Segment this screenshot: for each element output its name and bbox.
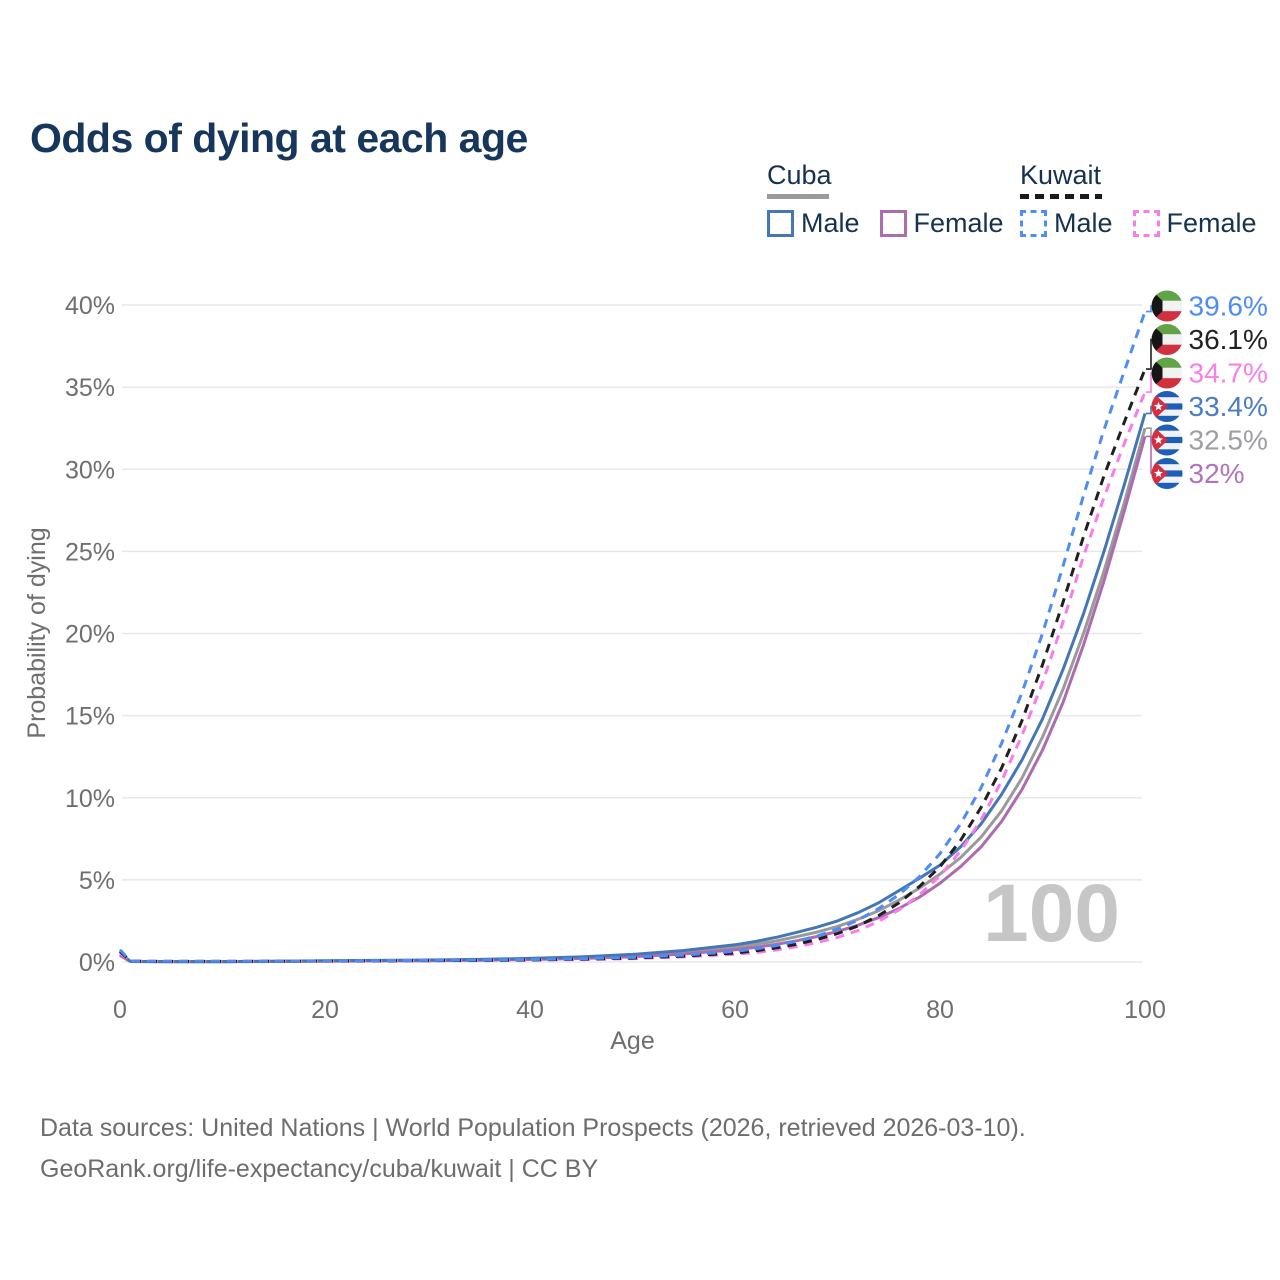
x-tick-label: 0	[113, 996, 127, 1024]
end-label-cuba-male: 33.4%	[1189, 391, 1268, 422]
footer-sources-line: Data sources: United Nations | World Pop…	[40, 1114, 1026, 1142]
legend-swatch-kuwait-male	[1020, 210, 1047, 237]
curve-kuwait-female	[119, 391, 1147, 963]
flag-cuba-icon	[1151, 424, 1183, 456]
y-tick-label: 10%	[65, 785, 115, 813]
flag-cuba-icon	[1151, 391, 1183, 422]
legend-label-cuba-male: Male	[801, 208, 860, 238]
y-tick-label: 5%	[79, 867, 115, 895]
legend: Cuba Male Female Kuwait Male Female	[0, 160, 1280, 240]
label-connector-kuwait-male	[1146, 305, 1152, 313]
y-tick-label: 15%	[65, 703, 115, 731]
label-connector-kuwait-female	[1146, 372, 1152, 393]
y-tick-label: 0%	[79, 949, 115, 977]
legend-group-cuba: Cuba Male Female	[767, 160, 1004, 239]
page-title: Odds of dying at each age	[30, 115, 528, 162]
end-label-kuwait-female: 34.7%	[1189, 358, 1268, 389]
legend-group-kuwait: Kuwait Male Female	[1020, 160, 1257, 239]
watermark-age-100: 100	[983, 868, 1120, 959]
x-tick-label: 80	[926, 996, 954, 1024]
end-label-kuwait-total: 36.1%	[1189, 324, 1268, 355]
legend-swatch-cuba-female	[879, 210, 907, 237]
footer: Data sources: United Nations | World Pop…	[40, 1108, 1026, 1190]
x-axis-title: Age	[610, 1027, 654, 1055]
flag-kuwait-icon	[1151, 290, 1183, 322]
end-label-kuwait-male: 39.6%	[1189, 291, 1268, 322]
legend-underline-cuba	[767, 194, 829, 199]
curve-kuwait-male	[118, 311, 1147, 963]
legend-label-kuwait-male: Male	[1054, 208, 1113, 238]
x-tick-label: 40	[516, 996, 544, 1024]
x-tick-label: 100	[1124, 996, 1166, 1024]
x-tick-label: 60	[721, 996, 749, 1024]
y-tick-label: 35%	[65, 374, 115, 402]
y-tick-label: 25%	[65, 538, 115, 566]
legend-swatch-kuwait-female	[1132, 210, 1160, 237]
legend-label-cuba-female: Female	[913, 208, 1004, 238]
label-connector-kuwait-total	[1146, 338, 1152, 370]
y-axis-title: Probability of dying	[23, 527, 51, 738]
flag-kuwait-icon	[1151, 357, 1183, 389]
legend-swatch-cuba-male	[767, 210, 794, 237]
legend-label-kuwait-female: Female	[1166, 208, 1257, 238]
y-tick-label: 40%	[65, 292, 115, 320]
legend-group-title-kuwait: Kuwait	[1020, 160, 1102, 190]
flag-kuwait-icon	[1151, 324, 1183, 355]
end-label-cuba-female: 32%	[1189, 458, 1245, 489]
x-tick-label: 20	[311, 996, 339, 1024]
legend-group-title-cuba: Cuba	[767, 160, 832, 190]
label-connector-cuba-female	[1146, 435, 1152, 475]
end-label-cuba-total: 32.5%	[1189, 425, 1268, 456]
legend-underline-kuwait	[1020, 194, 1102, 199]
flag-cuba-icon	[1151, 458, 1183, 489]
y-tick-label: 20%	[65, 621, 115, 649]
label-connector-cuba-male	[1146, 405, 1152, 415]
y-tick-label: 30%	[65, 456, 115, 484]
footer-attribution-line: GeoRank.org/life-expectancy/cuba/kuwait …	[40, 1155, 599, 1183]
